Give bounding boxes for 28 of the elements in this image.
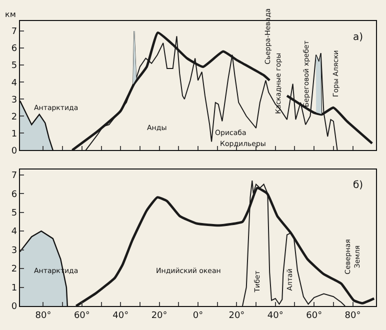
text: а) bbox=[353, 32, 364, 43]
x-tick-label: 20° bbox=[151, 310, 168, 321]
y-tick-label: 5 bbox=[11, 208, 18, 219]
text: б) bbox=[353, 180, 364, 191]
y-tick-label: 3 bbox=[11, 95, 18, 106]
x-tick-label: 80° bbox=[344, 310, 361, 321]
x-tick-label: 0° bbox=[192, 310, 204, 321]
x-tick-label: 40° bbox=[267, 310, 284, 321]
y-tick-label: 2 bbox=[11, 264, 18, 275]
x-tick-label: 40° bbox=[112, 310, 129, 321]
y-tick-label: 6 bbox=[11, 44, 18, 54]
x-tick-label: 60° bbox=[306, 310, 322, 321]
y-tick-label: 0 bbox=[11, 146, 18, 156]
y-tick-label: 1 bbox=[11, 129, 18, 140]
y-tick-label: 0 bbox=[11, 302, 18, 312]
y-tick-label: 7 bbox=[11, 27, 18, 38]
y-tick-label: 5 bbox=[11, 61, 18, 72]
x-tick-label: 80° bbox=[35, 310, 52, 321]
y-axis-title: км bbox=[5, 10, 16, 19]
y-tick-label: 4 bbox=[11, 227, 18, 238]
y-tick-label: 1 bbox=[11, 283, 18, 294]
y-tick-label: 4 bbox=[11, 78, 18, 88]
y-tick-label: 7 bbox=[11, 171, 18, 182]
x-tick-label: 60° bbox=[74, 310, 90, 321]
y-tick-label: 3 bbox=[11, 246, 18, 256]
y-tick-label: 6 bbox=[11, 190, 18, 200]
y-tick-label: 2 bbox=[11, 112, 18, 122]
x-tick-label: 20° bbox=[228, 310, 245, 321]
